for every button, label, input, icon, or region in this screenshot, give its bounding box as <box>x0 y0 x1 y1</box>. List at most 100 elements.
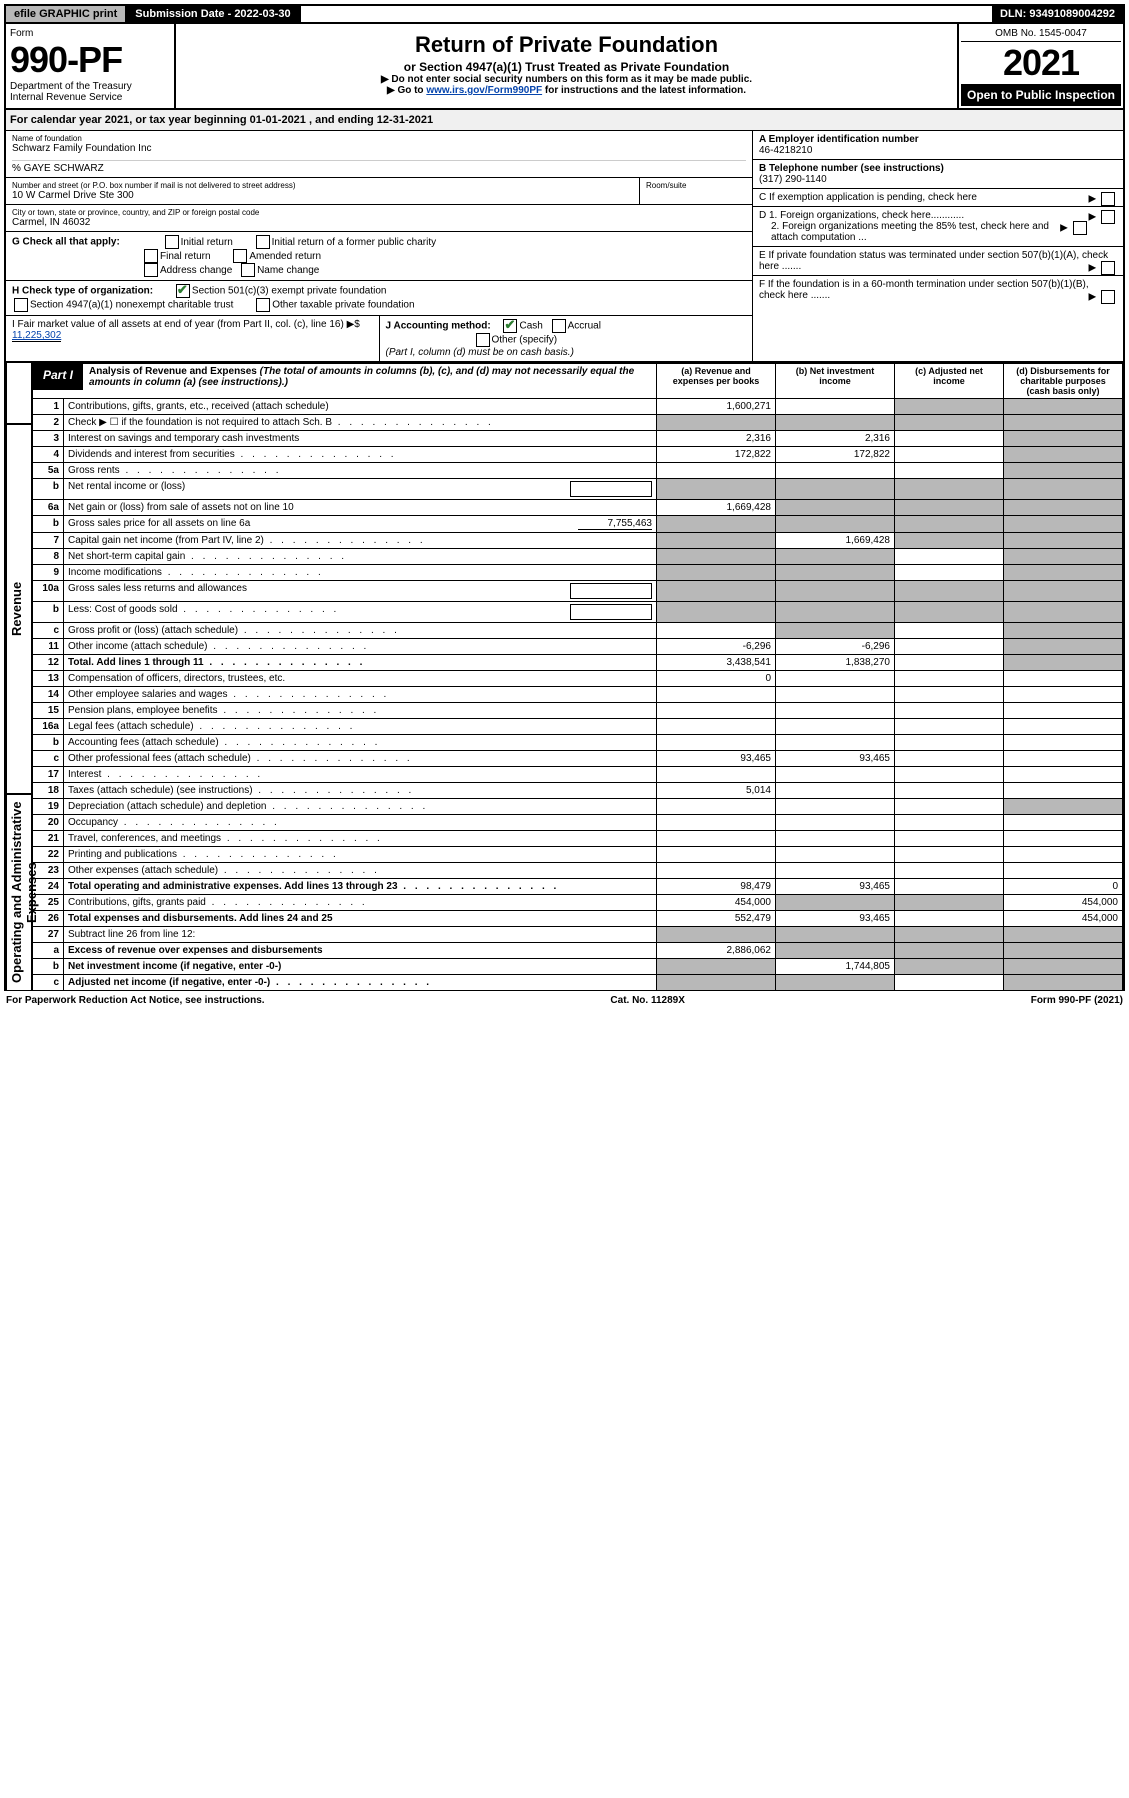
amount-cell: 1,669,428 <box>776 533 895 549</box>
line-number: 5a <box>33 463 64 479</box>
initial-return-checkbox[interactable] <box>165 235 179 249</box>
cash-checkbox[interactable] <box>503 319 517 333</box>
line-number: 2 <box>33 415 64 431</box>
form-ref: Form 990-PF (2021) <box>1031 995 1123 1006</box>
amount-cell <box>1004 671 1123 687</box>
amount-cell <box>776 463 895 479</box>
amount-cell <box>1004 399 1123 415</box>
amount-cell <box>1004 767 1123 783</box>
line-number: 11 <box>33 639 64 655</box>
name-change-checkbox[interactable] <box>241 263 255 277</box>
table-row: bAccounting fees (attach schedule) <box>33 735 1123 751</box>
amount-cell <box>895 623 1004 639</box>
addr-label: Number and street (or P.O. box number if… <box>12 181 633 190</box>
other-taxable-checkbox[interactable] <box>256 298 270 312</box>
amount-cell <box>895 533 1004 549</box>
amount-cell: 454,000 <box>1004 911 1123 927</box>
amount-cell <box>895 581 1004 602</box>
amount-cell <box>1004 479 1123 500</box>
amount-cell <box>657 799 776 815</box>
ein-value: 46-4218210 <box>759 145 812 156</box>
amended-return-checkbox[interactable] <box>233 249 247 263</box>
amount-cell <box>895 975 1004 991</box>
line-description: Printing and publications <box>64 847 657 863</box>
amount-cell <box>895 751 1004 767</box>
60month-checkbox[interactable] <box>1101 290 1115 304</box>
open-inspection: Open to Public Inspection <box>961 84 1121 106</box>
amount-cell <box>1004 719 1123 735</box>
line-description: Contributions, gifts, grants, etc., rece… <box>64 399 657 415</box>
table-row: bNet investment income (if negative, ent… <box>33 959 1123 975</box>
line-description: Other employee salaries and wages <box>64 687 657 703</box>
amount-cell <box>895 863 1004 879</box>
amount-cell <box>895 602 1004 623</box>
table-row: 9Income modifications <box>33 565 1123 581</box>
d2-label: 2. Foreign organizations meeting the 85%… <box>771 221 1051 243</box>
amount-cell: 93,465 <box>657 751 776 767</box>
part1-title: Analysis of Revenue and Expenses <box>89 366 257 377</box>
table-row: 8Net short-term capital gain <box>33 549 1123 565</box>
instructions-link[interactable]: www.irs.gov/Form990PF <box>426 85 542 96</box>
final-return-checkbox[interactable] <box>144 249 158 263</box>
amount-cell <box>1004 831 1123 847</box>
table-row: 1Contributions, gifts, grants, etc., rec… <box>33 399 1123 415</box>
line-number: c <box>33 751 64 767</box>
h-check-row: H Check type of organization: Section 50… <box>6 281 752 316</box>
amount-cell <box>657 602 776 623</box>
line-description: Gross sales less returns and allowances <box>64 581 657 602</box>
line-description: Other income (attach schedule) <box>64 639 657 655</box>
amount-cell <box>776 767 895 783</box>
line-description: Interest <box>64 767 657 783</box>
line-number: 6a <box>33 500 64 516</box>
amount-cell <box>895 565 1004 581</box>
amount-cell <box>895 719 1004 735</box>
initial-former-checkbox[interactable] <box>256 235 270 249</box>
amount-cell <box>1004 751 1123 767</box>
table-row: 18Taxes (attach schedule) (see instructi… <box>33 783 1123 799</box>
line-number: 10a <box>33 581 64 602</box>
amount-cell <box>776 703 895 719</box>
line-description: Dividends and interest from securities <box>64 447 657 463</box>
accrual-checkbox[interactable] <box>552 319 566 333</box>
amount-cell <box>895 895 1004 911</box>
amount-cell <box>1004 500 1123 516</box>
amount-cell <box>1004 783 1123 799</box>
amount-cell <box>776 831 895 847</box>
amount-cell <box>895 959 1004 975</box>
amount-cell <box>895 479 1004 500</box>
85pct-test-checkbox[interactable] <box>1073 221 1087 235</box>
other-method-checkbox[interactable] <box>476 333 490 347</box>
line-number: 20 <box>33 815 64 831</box>
amount-cell <box>657 516 776 533</box>
table-row: 4Dividends and interest from securities1… <box>33 447 1123 463</box>
line-description: Net rental income or (loss) <box>64 479 657 500</box>
4947a1-checkbox[interactable] <box>14 298 28 312</box>
amount-cell: 1,744,805 <box>776 959 895 975</box>
line-description: Adjusted net income (if negative, enter … <box>64 975 657 991</box>
efile-label[interactable]: efile GRAPHIC print <box>6 6 127 22</box>
foreign-org-checkbox[interactable] <box>1101 210 1115 224</box>
table-row: bGross sales price for all assets on lin… <box>33 516 1123 533</box>
f-label: F If the foundation is in a 60-month ter… <box>759 279 1089 301</box>
line-description: Pension plans, employee benefits <box>64 703 657 719</box>
status-terminated-checkbox[interactable] <box>1101 261 1115 275</box>
amount-cell <box>1004 639 1123 655</box>
form-subtitle: or Section 4947(a)(1) Trust Treated as P… <box>182 60 951 74</box>
amount-cell <box>1004 447 1123 463</box>
amount-cell <box>895 799 1004 815</box>
amount-cell <box>895 687 1004 703</box>
amount-cell <box>657 847 776 863</box>
amount-cell <box>1004 975 1123 991</box>
amount-cell <box>895 831 1004 847</box>
amount-cell: 1,669,428 <box>657 500 776 516</box>
line-description: Less: Cost of goods sold <box>64 602 657 623</box>
amount-cell <box>895 516 1004 533</box>
fair-market-value[interactable]: 11,225,302 <box>12 330 61 342</box>
exemption-pending-checkbox[interactable] <box>1101 192 1115 206</box>
line-description: Capital gain net income (from Part IV, l… <box>64 533 657 549</box>
amount-cell <box>657 623 776 639</box>
table-row: 22Printing and publications <box>33 847 1123 863</box>
address-change-checkbox[interactable] <box>144 263 158 277</box>
phone-value: (317) 290-1140 <box>759 174 827 185</box>
501c3-checkbox[interactable] <box>176 284 190 298</box>
